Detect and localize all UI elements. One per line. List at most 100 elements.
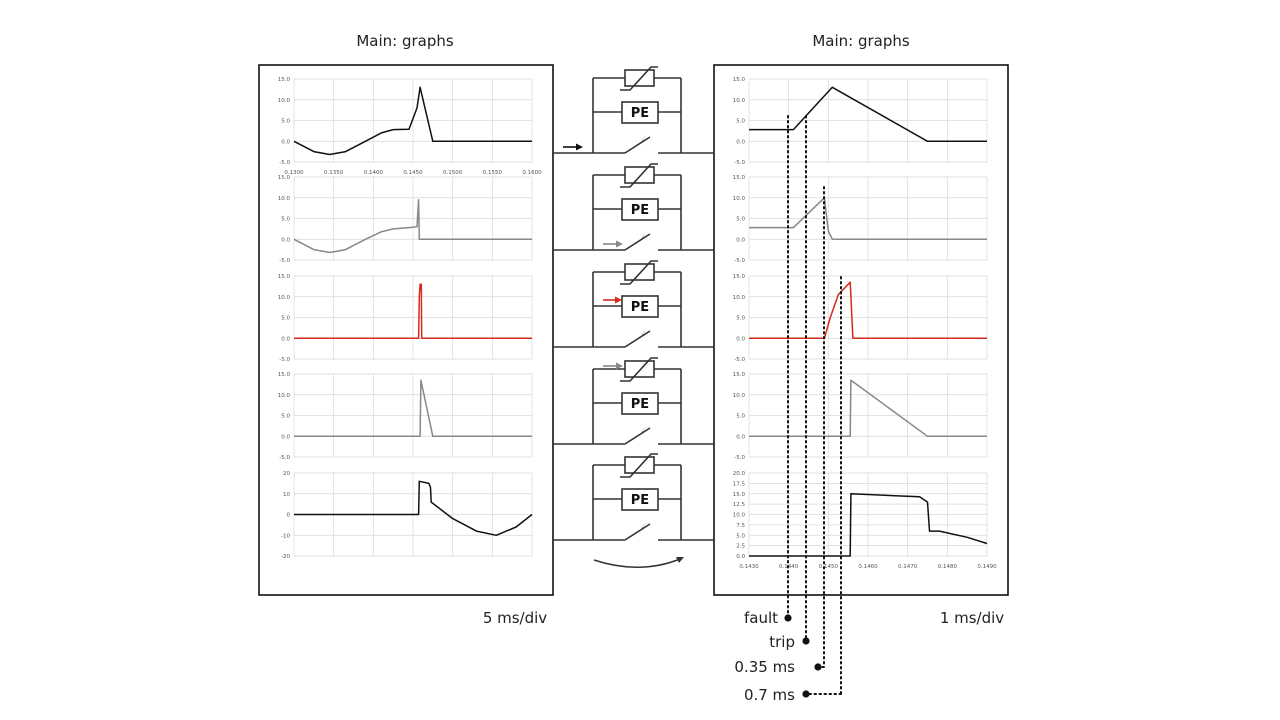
y-tick-label: -5.0: [279, 160, 290, 166]
current-arrow-switch-gray: [603, 240, 623, 248]
x-tick-label: 0.1350: [324, 170, 344, 176]
circuit-block-5: PE: [553, 453, 714, 541]
y-tick-label: 5.0: [281, 414, 290, 420]
circuit-block-1: PE: [553, 66, 714, 154]
y-tick-label: 0.0: [736, 237, 745, 243]
y-tick-label: 0.0: [736, 434, 745, 440]
x-tick-label: 0.1450: [403, 170, 423, 176]
right-graph-panel-frame: [713, 64, 1009, 596]
fault-marker: [784, 115, 792, 622]
y-tick-label: -5.0: [734, 258, 745, 264]
series-line: [749, 379, 987, 438]
y-tick-label: -5.0: [734, 160, 745, 166]
bypass-curve-arrow: [593, 557, 684, 568]
y-tick-label: 5.0: [736, 533, 745, 539]
y-tick-label: 0.0: [281, 434, 290, 440]
y-tick-label: 15.0: [733, 175, 746, 181]
y-tick-label: 5.0: [281, 119, 290, 125]
x-tick-label: 0.1430: [739, 564, 759, 570]
circuit-block-2: PE: [553, 163, 714, 251]
series-line: [749, 86, 987, 143]
left-panel-title: Main: graphs: [356, 32, 454, 50]
chart-left-0: 15.0 10.0 5.0 0.0 -5.0 0.1300 0.1350 0.1400 0.14…: [278, 77, 542, 176]
y-tick-label: 10.0: [733, 295, 746, 301]
left-graph-panel-frame: [258, 64, 554, 596]
x-tick-label: 0.1600: [522, 170, 542, 176]
pe-label: PE: [631, 203, 649, 218]
series-line: [293, 86, 532, 156]
series-line: [749, 197, 987, 241]
y-tick-label: 15.0: [278, 175, 291, 181]
y-tick-label: 15.0: [278, 77, 291, 83]
chart-right-0: 15.0 10.0 5.0 0.0 -5.0: [733, 77, 988, 166]
right-time-scale-label: 1 ms/div: [940, 609, 1004, 627]
switch-blade: [624, 136, 651, 154]
y-tick-label: 0.0: [281, 336, 290, 342]
y-tick-label: 5.0: [736, 316, 745, 322]
y-tick-label: 10.0: [733, 196, 746, 202]
switch-blade: [624, 233, 651, 251]
t07-label: 0.7 ms: [744, 686, 795, 704]
y-tick-label: 10.0: [733, 513, 746, 519]
y-tick-label: 10.0: [278, 196, 291, 202]
y-tick-label: 20.0: [733, 471, 746, 477]
pe-label: PE: [631, 397, 649, 412]
switch-arrow: [640, 426, 646, 436]
pe-label: PE: [631, 300, 649, 315]
y-tick-label: 10.0: [278, 393, 291, 399]
x-tick-label: 0.1500: [443, 170, 463, 176]
y-tick-label: 0.0: [281, 139, 290, 145]
t07-marker: [802, 276, 842, 698]
y-tick-label: -10: [281, 533, 290, 539]
y-tick-label: 10: [283, 492, 290, 498]
fault-label: fault: [744, 609, 778, 627]
y-tick-label: 20: [283, 471, 290, 477]
y-tick-label: 15.0: [733, 274, 746, 280]
pe-label: PE: [631, 106, 649, 121]
series-line: [294, 480, 533, 537]
y-tick-label: 5.0: [736, 119, 745, 125]
varistor-symbol: [624, 263, 655, 281]
y-tick-label: 0: [287, 513, 291, 519]
y-tick-label: 0.0: [281, 237, 290, 243]
chart-left-4: 20 10 0 -10 -20: [281, 471, 533, 560]
y-tick-label: 15.0: [733, 492, 746, 498]
y-tick-label: 10.0: [278, 295, 291, 301]
y-tick-label: -5.0: [279, 455, 290, 461]
series-line: [294, 379, 532, 438]
pe-box: [621, 198, 659, 221]
switch-blade: [624, 330, 651, 348]
x-tick-label: 0.1300: [284, 170, 304, 176]
chart-right-1: 15.0 10.0 5.0 0.0 -5.0: [733, 175, 988, 264]
circuit-block-4: PE: [553, 357, 714, 445]
switch-arrow: [640, 329, 646, 339]
y-tick-label: 12.5: [733, 502, 746, 508]
x-tick-label: 0.1450: [819, 564, 839, 570]
x-tick-label: 0.1470: [898, 564, 918, 570]
switch-blade: [624, 427, 651, 445]
y-tick-label: 15.0: [733, 372, 746, 378]
x-tick-label: 0.1490: [977, 564, 997, 570]
y-tick-label: 5.0: [736, 217, 745, 223]
y-tick-label: 5.0: [281, 316, 290, 322]
y-tick-label: 15.0: [278, 274, 291, 280]
y-tick-label: -5.0: [734, 455, 745, 461]
y-tick-label: 15.0: [278, 372, 291, 378]
pe-box: [621, 295, 659, 318]
y-tick-label: 0.0: [736, 336, 745, 342]
varistor-symbol: [624, 69, 655, 87]
y-tick-label: 7.5: [736, 523, 745, 529]
y-tick-label: 10.0: [733, 393, 746, 399]
varistor-diagonal: [620, 66, 658, 91]
y-tick-label: 0.0: [736, 554, 745, 560]
y-tick-label: 2.5: [736, 544, 745, 550]
chart-left-2: 15.0 10.0 5.0 0.0 -5.0: [278, 274, 533, 363]
y-tick-label: 5.0: [736, 414, 745, 420]
x-tick-label: 0.1400: [364, 170, 384, 176]
t035-marker: [814, 186, 825, 671]
y-tick-label: 10.0: [278, 98, 291, 104]
switch-blade: [624, 523, 651, 541]
current-arrow-pe: [603, 296, 622, 304]
varistor-symbol: [624, 456, 655, 474]
y-tick-label: 15.0: [733, 77, 746, 83]
